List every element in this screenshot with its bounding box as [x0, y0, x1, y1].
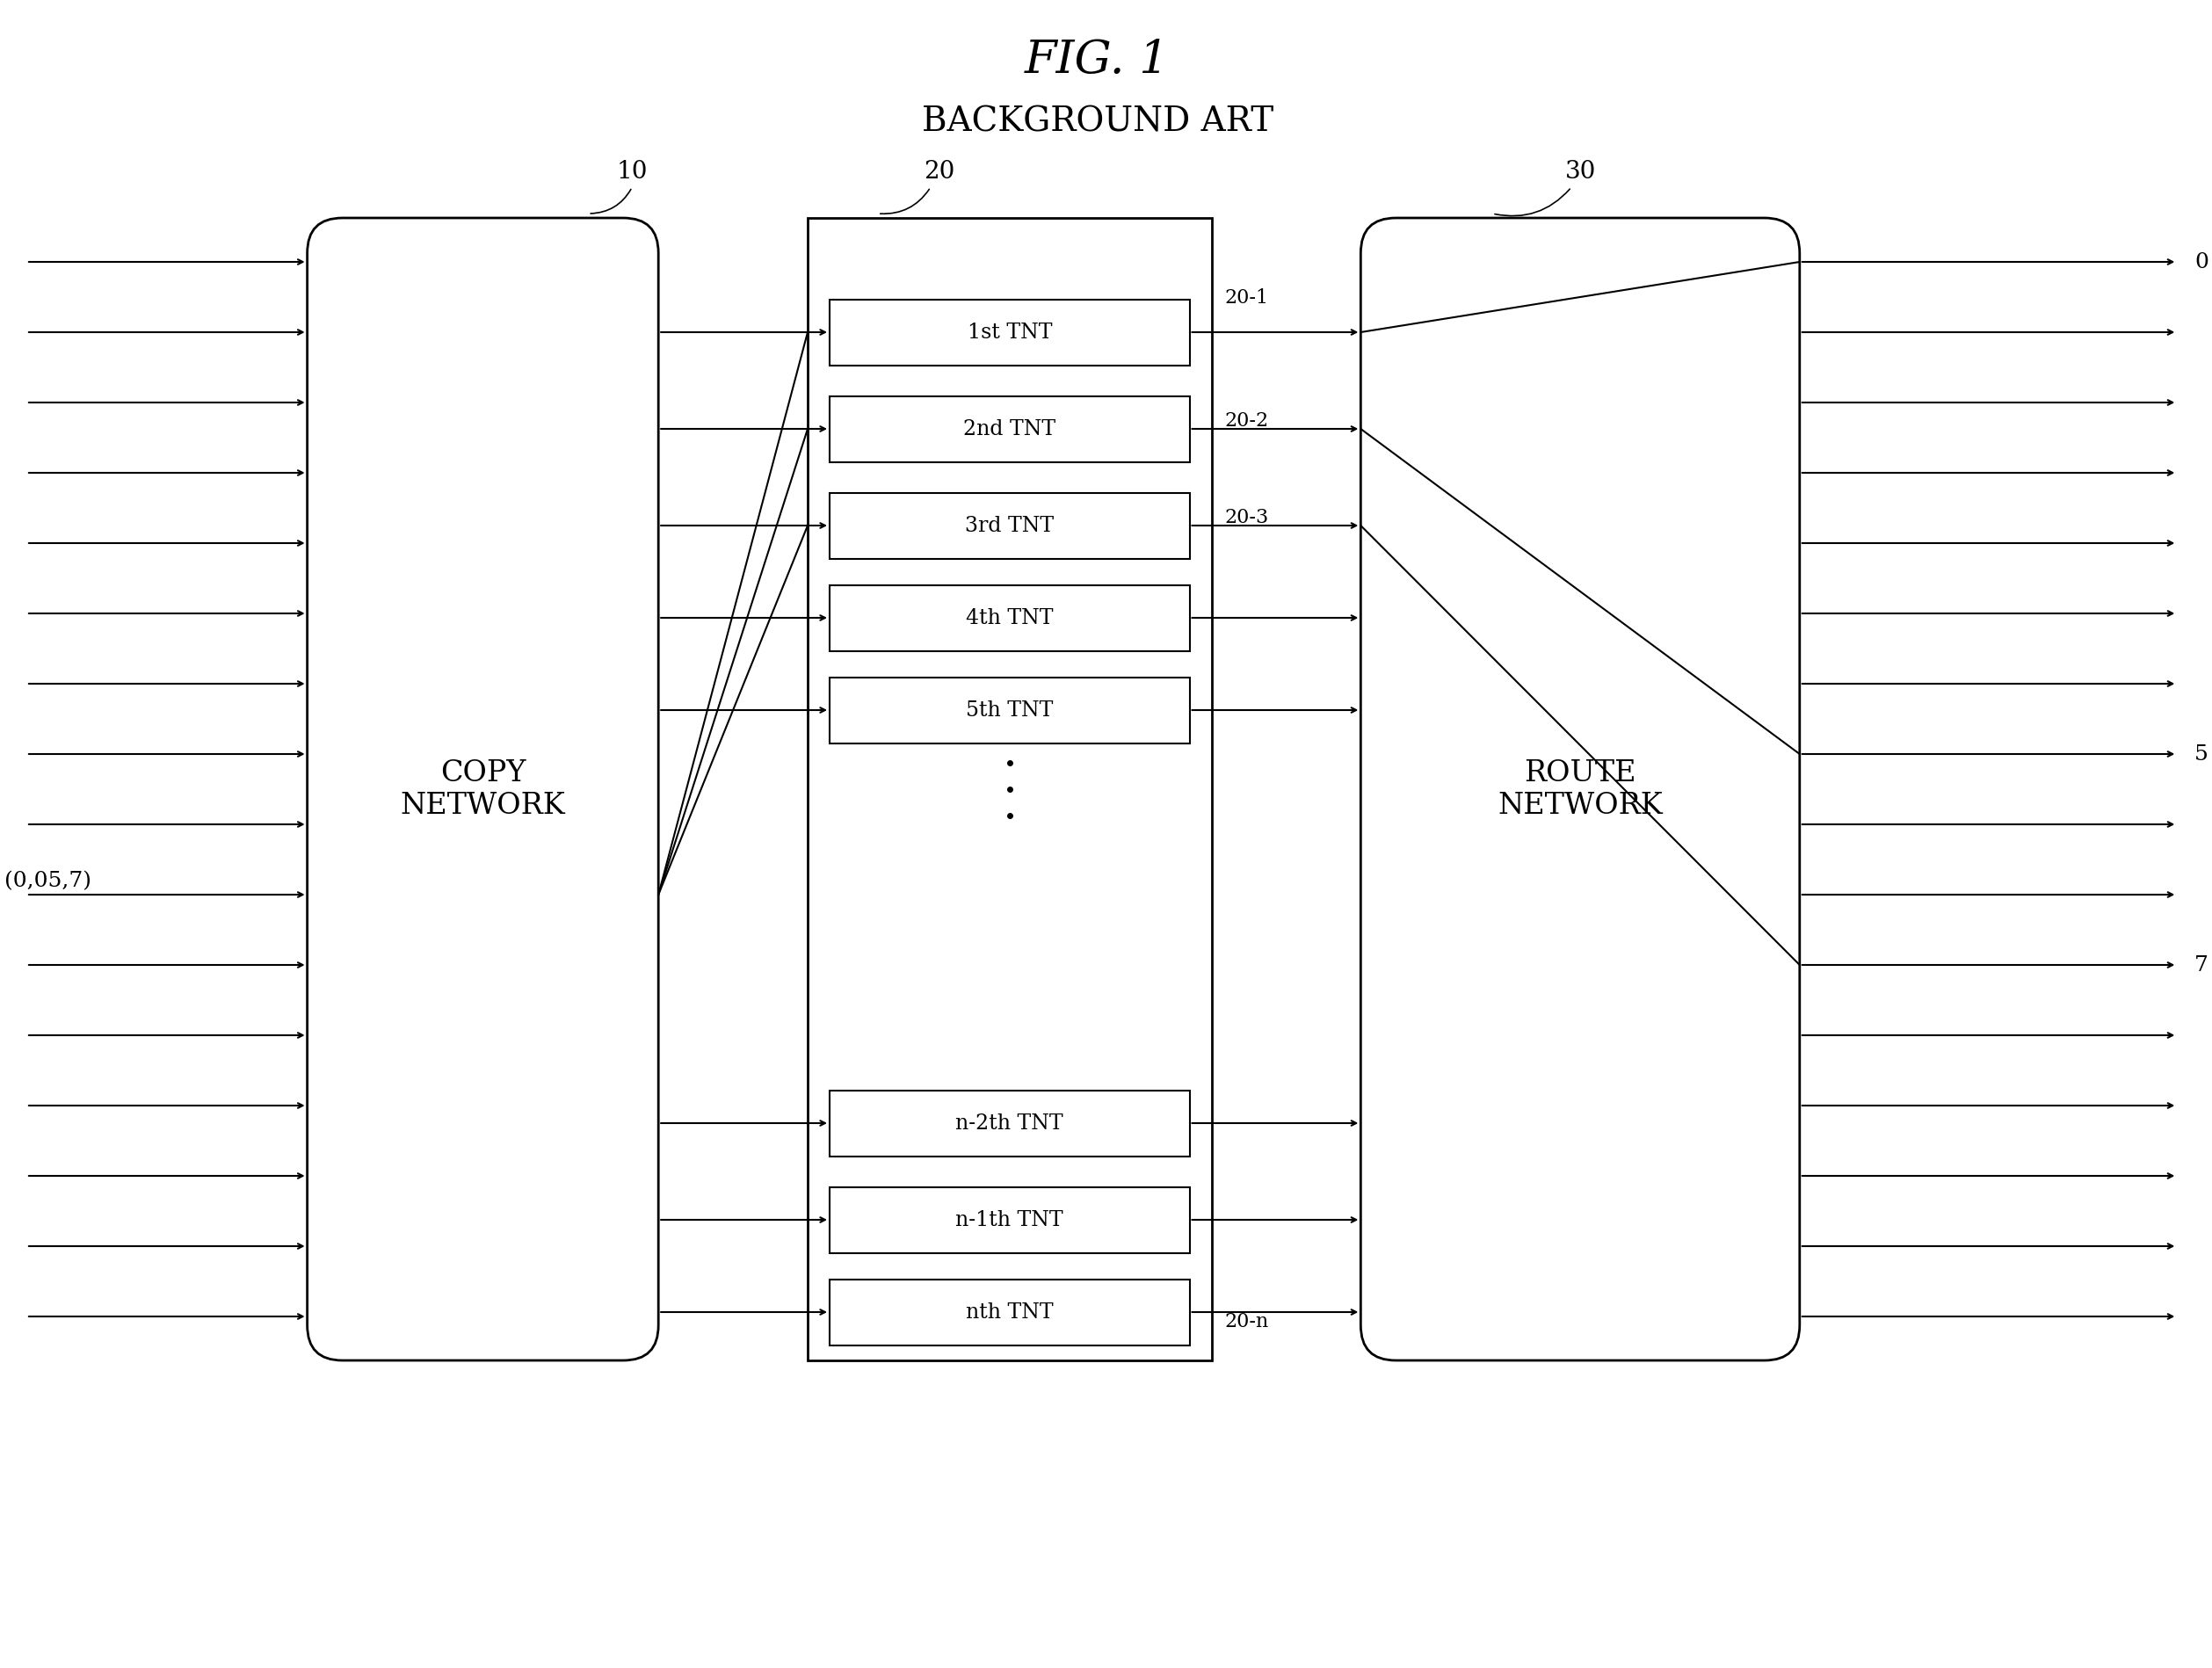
- Text: n-1th TNT: n-1th TNT: [956, 1209, 1064, 1229]
- Bar: [830, 1279, 1190, 1344]
- Text: ROUTE
NETWORK: ROUTE NETWORK: [1498, 759, 1663, 821]
- Bar: [830, 494, 1190, 559]
- Text: 7: 7: [2194, 956, 2208, 976]
- Text: 30: 30: [1564, 160, 1595, 183]
- Text: (0,05,7): (0,05,7): [4, 871, 91, 891]
- Text: 4th TNT: 4th TNT: [967, 609, 1053, 629]
- Text: 10: 10: [617, 160, 648, 183]
- Text: 0: 0: [2194, 252, 2208, 274]
- Text: 20-1: 20-1: [1225, 289, 1270, 307]
- Text: 20-2: 20-2: [1225, 410, 1270, 430]
- Bar: [830, 585, 1190, 651]
- Text: 3rd TNT: 3rd TNT: [964, 515, 1053, 535]
- Text: 1st TNT: 1st TNT: [967, 324, 1053, 344]
- Bar: [830, 1188, 1190, 1253]
- Bar: [830, 300, 1190, 365]
- Text: 20-3: 20-3: [1225, 507, 1270, 527]
- Bar: [830, 677, 1190, 744]
- Text: 20: 20: [925, 160, 956, 183]
- Text: 5: 5: [2194, 744, 2208, 764]
- Bar: [830, 397, 1190, 462]
- Text: nth TNT: nth TNT: [967, 1303, 1053, 1323]
- Text: COPY
NETWORK: COPY NETWORK: [400, 759, 566, 821]
- Text: 20-n: 20-n: [1225, 1311, 1270, 1331]
- Text: 5th TNT: 5th TNT: [967, 701, 1053, 721]
- Text: BACKGROUND ART: BACKGROUND ART: [922, 105, 1274, 138]
- Bar: [807, 219, 1212, 1361]
- Text: n-2th TNT: n-2th TNT: [956, 1113, 1064, 1134]
- Text: FIG. 1: FIG. 1: [1024, 38, 1170, 83]
- Bar: [830, 1091, 1190, 1156]
- Text: 2nd TNT: 2nd TNT: [964, 419, 1055, 440]
